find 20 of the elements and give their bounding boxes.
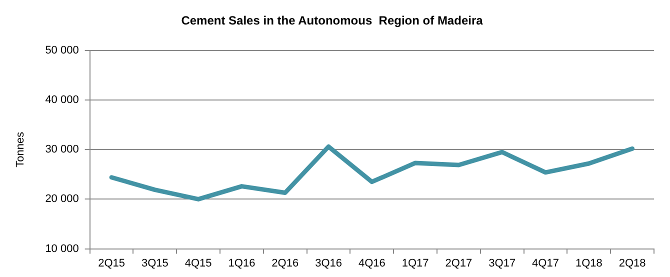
x-tick-label: 1Q16 bbox=[228, 257, 256, 270]
y-tick-label: 30 000 bbox=[45, 144, 79, 156]
x-tick-label: 4Q17 bbox=[532, 257, 559, 270]
x-tick-label: 2Q15 bbox=[98, 257, 126, 270]
x-tick-label: 3Q16 bbox=[315, 257, 342, 270]
x-tick-label: 2Q16 bbox=[272, 257, 299, 270]
x-tick-label: 3Q15 bbox=[141, 257, 168, 270]
x-tick-label: 2Q18 bbox=[618, 257, 646, 270]
x-tick-label: 1Q17 bbox=[402, 257, 429, 270]
y-tick-label: 50 000 bbox=[45, 44, 79, 56]
x-tick-label: 3Q17 bbox=[488, 257, 516, 270]
y-axis-title: Tonnes bbox=[14, 131, 27, 168]
x-tick-label: 2Q17 bbox=[445, 257, 472, 270]
x-tick-label: 1Q18 bbox=[575, 257, 602, 270]
x-tick-label: 4Q16 bbox=[358, 257, 386, 270]
x-tick-label: 4Q15 bbox=[184, 257, 212, 270]
chart-title: Cement Sales in the Autonomous Region of Madeira bbox=[181, 14, 484, 28]
y-tick-label: 10 000 bbox=[45, 242, 79, 255]
y-tick-label: 40 000 bbox=[45, 94, 79, 106]
y-tick-label: 20 000 bbox=[45, 193, 79, 206]
